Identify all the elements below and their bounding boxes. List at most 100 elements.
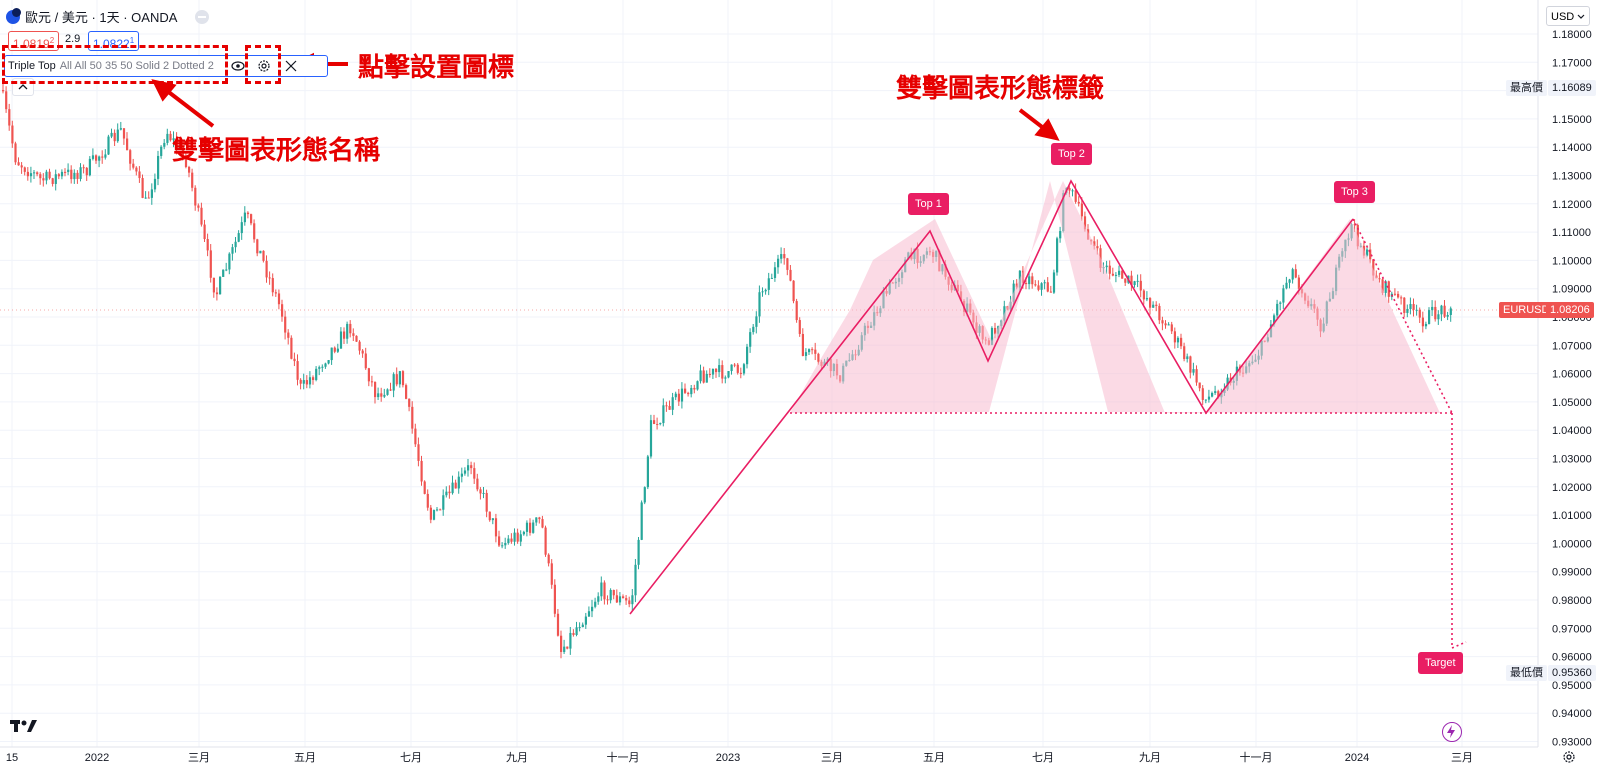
close-icon[interactable]: [284, 59, 298, 73]
candle-body: [429, 507, 432, 520]
price-tick-label: 1.05000: [1552, 397, 1592, 409]
candle-body: [153, 178, 157, 190]
candle-body: [246, 212, 250, 215]
candle-body: [1428, 310, 1431, 324]
candle-body: [318, 367, 321, 369]
label-top-2[interactable]: Top 2: [1051, 143, 1092, 165]
candle-body: [476, 478, 479, 490]
symbol-title[interactable]: 歐元 / 美元 · 1天 · OANDA: [25, 10, 178, 25]
currency-selector[interactable]: USD: [1546, 6, 1590, 26]
lightning-icon[interactable]: [1442, 722, 1462, 742]
candle-body: [566, 646, 569, 649]
candle-body: [262, 250, 265, 261]
candle-body: [166, 133, 169, 143]
candle-body: [662, 405, 665, 424]
eye-icon[interactable]: [231, 59, 245, 73]
candle-body: [656, 423, 659, 425]
pattern-legend-params[interactable]: All All 50 35 50 Solid 2 Dotted 2: [59, 60, 214, 72]
candle-body: [615, 595, 618, 603]
candle-body: [327, 360, 330, 364]
candle-body: [513, 532, 516, 542]
tradingview-logo[interactable]: [10, 718, 38, 739]
candle-body: [525, 522, 529, 532]
price-tick-label: 0.94000: [1552, 708, 1592, 720]
candle-body: [1207, 396, 1211, 400]
candle-body: [668, 406, 671, 410]
candle-body: [51, 178, 54, 184]
candle-body: [64, 171, 67, 173]
candle-body: [405, 385, 408, 399]
price-tick-label: 0.97000: [1552, 623, 1592, 635]
buy-price-button[interactable]: 1.08221: [88, 31, 140, 51]
candle-body: [1449, 308, 1452, 315]
candle-body: [290, 337, 293, 359]
price-tick-label: 1.13000: [1552, 171, 1592, 183]
pattern-line: [629, 179, 1354, 615]
candle-body: [1214, 391, 1217, 393]
pattern-legend[interactable]: Triple Top All All 50 35 50 Solid 2 Dott…: [4, 55, 328, 77]
price-tick-label: 0.96000: [1552, 652, 1592, 664]
label-top-1[interactable]: Top 1: [908, 193, 949, 215]
candle-body: [85, 167, 88, 176]
triple-top-pattern[interactable]: [629, 179, 1467, 649]
sell-price-button[interactable]: 1.08192: [8, 31, 60, 51]
candle-body: [612, 589, 615, 596]
candle-body: [584, 616, 587, 625]
pattern-dotted-projection: [1352, 218, 1453, 414]
candle-body: [315, 368, 318, 380]
candle-body: [417, 444, 420, 461]
candle-body: [1353, 224, 1356, 226]
gear-icon[interactable]: [257, 59, 271, 73]
candle-body: [792, 280, 795, 302]
candle-body: [674, 393, 677, 398]
label-target[interactable]: Target: [1418, 652, 1463, 674]
candle-body: [26, 171, 29, 177]
candle-body: [259, 250, 262, 254]
candle-body: [432, 509, 436, 520]
candle-body: [715, 368, 718, 373]
pattern-legend-name[interactable]: Triple Top: [8, 60, 56, 72]
candle-body: [1403, 297, 1406, 313]
candle-body: [1093, 241, 1096, 247]
time-tick-label: 十一月: [1240, 750, 1273, 764]
candle-body: [234, 241, 237, 248]
candle-body: [1372, 259, 1375, 276]
candle-body: [1211, 392, 1214, 397]
time-tick-label: 三月: [821, 752, 843, 764]
chevron-down-icon: [1577, 14, 1585, 19]
time-tick-label: 三月: [188, 752, 210, 764]
candle-body: [302, 380, 305, 384]
candle-body: [138, 171, 141, 179]
candle-body: [479, 489, 482, 494]
candle-body: [1114, 274, 1118, 276]
candle-body: [1105, 265, 1108, 268]
candle-body: [1384, 281, 1387, 293]
candle-body: [625, 598, 628, 601]
candle-body: [352, 333, 355, 336]
candle-body: [1124, 278, 1127, 283]
candle-body: [560, 635, 563, 652]
label-top-3[interactable]: Top 3: [1334, 181, 1375, 203]
target-tick: [1451, 641, 1467, 649]
candle-body: [346, 323, 349, 339]
candle-body: [1083, 216, 1087, 230]
candle-body: [389, 389, 392, 391]
candle-body: [711, 368, 715, 375]
time-axis[interactable]: 15 2022 三月 五月 七月 九月 十一月 2023 三月 五月 七月 九月 十一月 2024 三月: [6, 750, 1473, 764]
candle-body: [1136, 280, 1139, 282]
candle-body: [643, 487, 646, 503]
candle-body: [749, 332, 752, 347]
price-tick-label: 1.09000: [1552, 284, 1592, 296]
market-status-icon[interactable]: [195, 9, 210, 24]
collapse-legend-button[interactable]: [12, 78, 34, 96]
candle-body: [473, 468, 476, 479]
candle-body: [507, 538, 510, 543]
candle-body: [742, 364, 746, 374]
price-axis[interactable]: 1.180001.170001.160001.150001.140001.130…: [1552, 29, 1592, 749]
candle-body: [411, 406, 414, 429]
axis-settings-gear-icon[interactable]: [1562, 750, 1576, 769]
candle-body: [451, 482, 454, 494]
candle-body: [1217, 391, 1220, 398]
candle-body: [1421, 317, 1424, 327]
